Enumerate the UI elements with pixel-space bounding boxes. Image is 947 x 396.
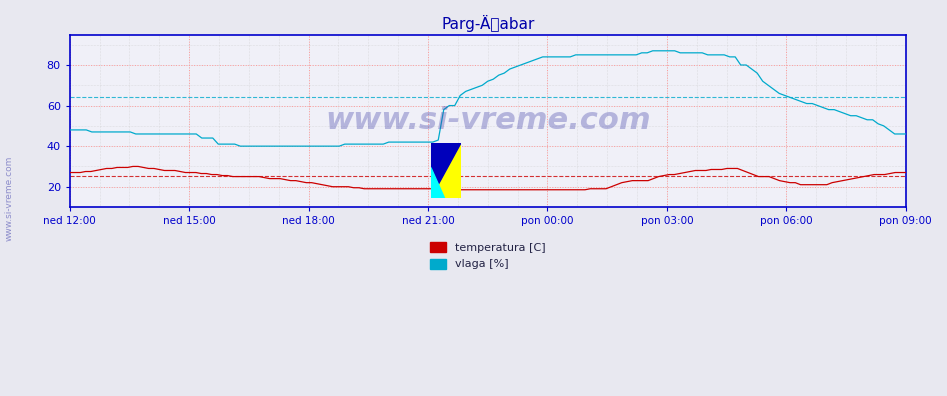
Polygon shape: [431, 168, 444, 198]
Legend: temperatura [C], vlaga [%]: temperatura [C], vlaga [%]: [425, 238, 550, 274]
Title: Parg-Äabar: Parg-Äabar: [441, 15, 534, 32]
Text: www.si-vreme.com: www.si-vreme.com: [5, 155, 14, 241]
Polygon shape: [431, 143, 461, 198]
Text: www.si-vreme.com: www.si-vreme.com: [325, 106, 651, 135]
Polygon shape: [431, 143, 461, 198]
